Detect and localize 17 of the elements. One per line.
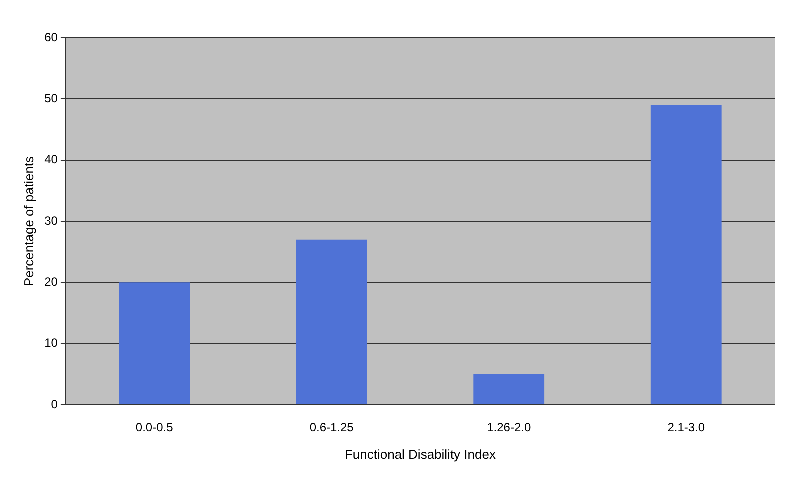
bar — [119, 282, 190, 404]
bar — [650, 105, 722, 404]
y-tick-label: 20 — [44, 274, 58, 289]
x-tick-label: 0.0-0.5 — [136, 420, 174, 435]
x-tick-label: 2.1-3.0 — [668, 420, 706, 435]
y-tick-label: 40 — [44, 152, 58, 167]
y-axis-title: Percentage of patients — [21, 156, 36, 287]
y-tick-label: 60 — [44, 30, 58, 44]
y-tick-label: 10 — [44, 336, 58, 350]
bar — [296, 240, 368, 404]
x-tick-label: 1.26-2.0 — [487, 420, 532, 435]
y-tick-label: 0 — [51, 397, 58, 412]
x-axis-title: Functional Disability Index — [344, 446, 496, 462]
y-tick-label: 50 — [44, 91, 58, 106]
x-tick-label: 0.6-1.25 — [310, 420, 354, 435]
y-tick-label: 30 — [44, 214, 58, 228]
bar — [474, 374, 545, 404]
